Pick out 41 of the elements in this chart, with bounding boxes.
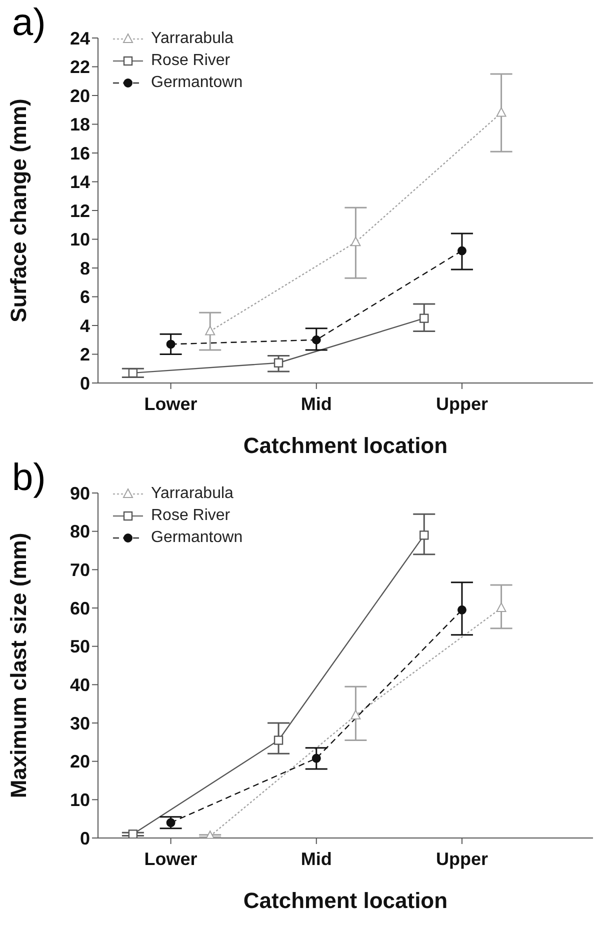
y-tick-label: 14 (70, 172, 90, 192)
x-tick-label: Upper (436, 848, 488, 869)
legend-label: Yarrarabula (151, 485, 234, 503)
y-tick-label: 18 (70, 114, 90, 135)
y-tick-label: 30 (70, 713, 90, 734)
y-tick-label: 0 (80, 828, 90, 848)
y-tick-label: 22 (70, 57, 90, 78)
y-tick-label: 50 (70, 636, 90, 657)
y-tick-label: 70 (70, 560, 90, 580)
x-tick-label: Mid (300, 848, 332, 869)
y-tick-label: 40 (70, 675, 90, 696)
chart-title: b) (12, 457, 46, 500)
y-tick-label: 0 (80, 373, 90, 394)
x-tick-label: Mid (300, 394, 332, 414)
legend-label: Rose River (151, 52, 230, 70)
y-tick-label: 24 (70, 28, 90, 48)
legend-label: Yarrarabula (151, 30, 234, 48)
y-tick-label: 4 (80, 316, 90, 336)
legend-label: Rose River (151, 507, 230, 525)
legend-label: Germantown (151, 74, 243, 92)
y-tick-label: 10 (70, 230, 90, 250)
x-tick-label: Lower (144, 394, 198, 414)
y-tick-label: 90 (70, 483, 90, 504)
y-tick-label: 12 (70, 200, 90, 221)
legend-label: Germantown (151, 529, 243, 547)
y-axis-title: Maximum clast size (mm) (6, 532, 31, 798)
y-tick-label: 10 (70, 790, 90, 810)
x-axis-title: Catchment location (243, 888, 448, 913)
y-tick-label: 16 (70, 143, 90, 164)
y-axis-title: Surface change (mm) (6, 98, 31, 322)
y-tick-label: 2 (80, 344, 90, 365)
chart-title: a) (12, 2, 46, 45)
x-tick-label: Upper (436, 394, 488, 414)
y-tick-label: 8 (80, 258, 90, 278)
x-axis-title: Catchment location (243, 433, 448, 458)
y-tick-label: 20 (70, 752, 90, 772)
y-tick-label: 60 (70, 598, 90, 618)
y-tick-label: 6 (80, 287, 90, 308)
x-tick-label: Lower (144, 848, 198, 869)
y-tick-label: 80 (70, 522, 90, 542)
y-tick-label: 20 (70, 86, 90, 106)
